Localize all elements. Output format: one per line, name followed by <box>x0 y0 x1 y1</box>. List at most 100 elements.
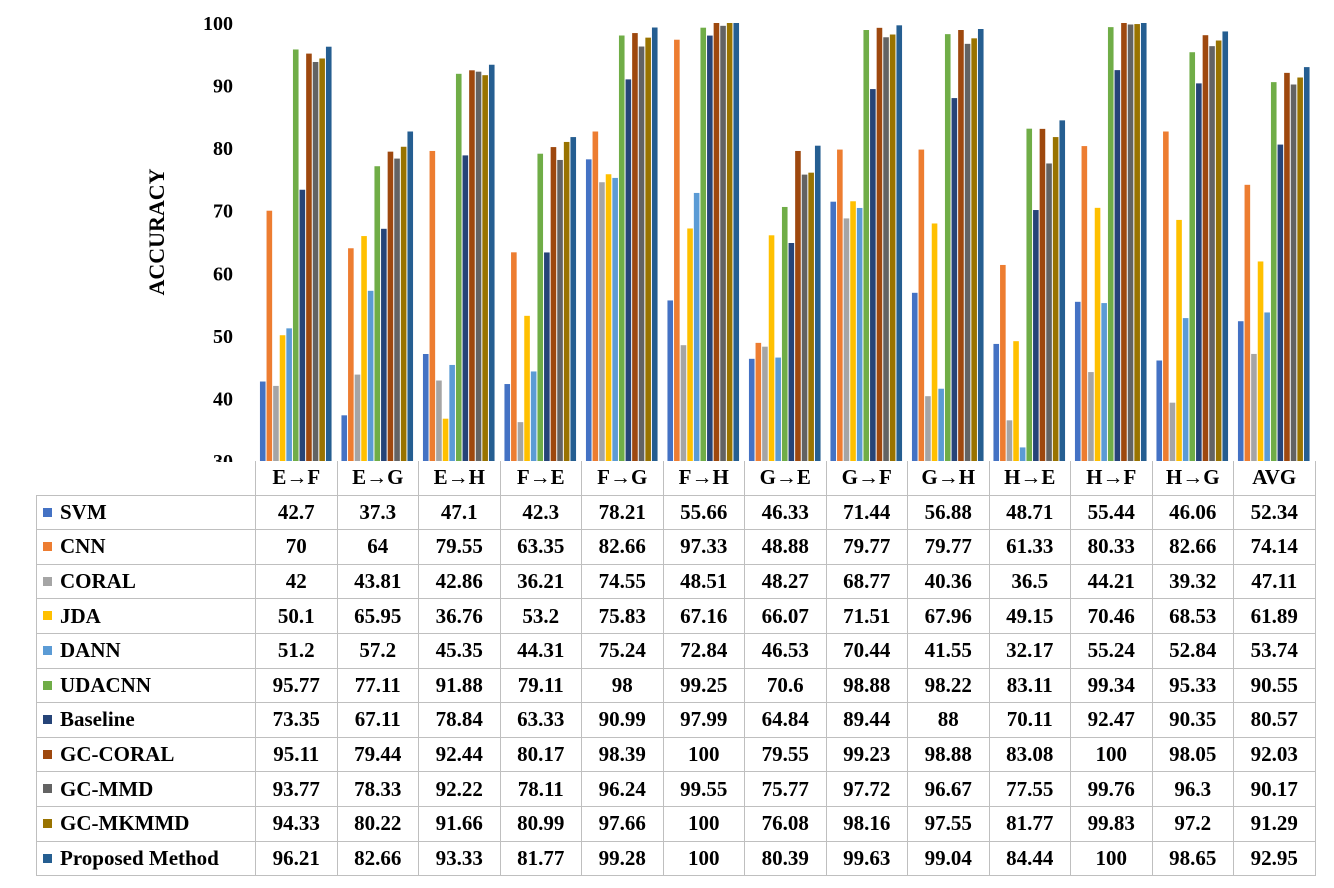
bar <box>1290 84 1297 461</box>
bar <box>585 159 592 461</box>
y-tick-label: 100 <box>203 13 233 35</box>
x-tick-label: G→F <box>825 461 908 496</box>
table-cell-value: 67.16 <box>662 598 745 634</box>
table-cell-value: 97.2 <box>1151 805 1234 842</box>
table-cell-value: 97.33 <box>662 529 745 565</box>
table-row: GC-MMD 93.77 78.33 92.22 78.11 96.24 99.55 75.7… <box>36 771 1316 807</box>
bar <box>814 145 821 461</box>
x-tick-label: E→H <box>418 461 501 496</box>
table-cell-value: 96.21 <box>255 840 338 877</box>
bar <box>455 73 462 461</box>
legend-entry: GC-CORAL <box>36 736 256 773</box>
bar <box>632 33 638 461</box>
bar <box>762 346 768 461</box>
bar <box>1081 146 1088 461</box>
bar <box>488 64 495 462</box>
table-cell-value: 47.11 <box>1233 563 1316 600</box>
bar <box>1059 120 1066 462</box>
legend-entry: CNN <box>36 529 256 565</box>
table-cell-value: 92.95 <box>1233 840 1316 877</box>
bar <box>1237 321 1244 461</box>
legend-label: CNN <box>60 534 106 559</box>
bar <box>755 342 762 461</box>
bar <box>394 158 400 461</box>
table-cell-value: 92.22 <box>418 771 501 807</box>
table-cell-value: 48.51 <box>662 563 745 600</box>
bar <box>674 39 680 462</box>
bar <box>259 381 266 461</box>
x-tick-label: F→H <box>662 461 745 496</box>
bar <box>1182 318 1189 461</box>
bar <box>1244 184 1251 461</box>
table-cell-value: 70 <box>255 529 338 565</box>
table-cell-value: 42.7 <box>255 494 338 531</box>
table-cell-value: 96.3 <box>1151 771 1234 807</box>
table-cell-value: 82.66 <box>581 529 664 565</box>
table-cell-value: 68.53 <box>1151 598 1234 634</box>
table-cell-value: 81.77 <box>988 805 1071 842</box>
table-cell-value: 53.74 <box>1233 632 1316 669</box>
table-cell-value: 77.11 <box>336 667 419 704</box>
chart-plot-area: ACCURACY 30 40 50 60 70 80 90 100 <box>144 13 1310 462</box>
table-cell-value: 67.11 <box>336 702 419 738</box>
bar <box>517 422 524 461</box>
y-tick-label: 30 <box>213 451 233 462</box>
bar <box>1303 67 1310 462</box>
bar <box>511 252 517 461</box>
table-cell-value: 75.77 <box>744 771 827 807</box>
table-cell-value: 53.2 <box>499 598 582 634</box>
table-cell-value: 96.67 <box>907 771 990 807</box>
bar <box>292 49 299 461</box>
table-cell-value: 57.2 <box>336 632 419 669</box>
bar <box>748 358 755 461</box>
bar <box>638 46 645 461</box>
bar <box>563 141 570 461</box>
table-cell-value: 63.35 <box>499 529 582 565</box>
bar <box>462 155 469 461</box>
table-cell-value: 45.35 <box>418 632 501 669</box>
table-cell-value: 68.77 <box>825 563 908 600</box>
bar <box>1019 447 1026 461</box>
bar <box>863 30 870 461</box>
table-cell-value: 80.22 <box>336 805 419 842</box>
bar <box>720 25 726 461</box>
bar <box>775 357 781 461</box>
table-row: SVM 42.7 37.3 47.1 42.3 78.21 55.66 46.33 71.44 5… <box>36 494 1316 531</box>
table-cell-value: 79.55 <box>418 529 501 565</box>
bar <box>429 150 436 461</box>
table-cell-value: 80.17 <box>499 736 582 773</box>
table-cell-value: 61.33 <box>988 529 1071 565</box>
bar <box>925 396 931 461</box>
bar <box>1277 144 1284 461</box>
bar <box>1163 131 1169 461</box>
bar <box>680 345 687 461</box>
table-cell-value: 61.89 <box>1233 598 1316 634</box>
bar <box>1297 77 1303 461</box>
table-cell-value: 43.81 <box>336 563 419 600</box>
table-cell-value: 80.57 <box>1233 702 1316 738</box>
bar <box>1033 210 1039 461</box>
legend-label: Baseline <box>60 707 135 732</box>
y-tick-label: 60 <box>213 263 233 285</box>
table-corner-cell <box>36 461 256 496</box>
table-cell-value: 74.14 <box>1233 529 1316 565</box>
bar <box>726 23 733 461</box>
bar <box>1156 360 1163 461</box>
bar <box>504 384 511 461</box>
legend-label: JDA <box>60 603 101 628</box>
table-cell-value: 100 <box>662 736 745 773</box>
x-tick-label: F→E <box>499 461 582 496</box>
legend-entry: GC-MMD <box>36 771 256 807</box>
bar <box>801 174 808 462</box>
legend-swatch <box>43 680 52 690</box>
bar <box>707 35 713 461</box>
table-cell-value: 55.66 <box>662 494 745 531</box>
table-cell-value: 70.44 <box>825 632 908 669</box>
table-cell-value: 71.51 <box>825 598 908 634</box>
table-cell-value: 91.88 <box>418 667 501 704</box>
table-cell-value: 96.24 <box>581 771 664 807</box>
table-cell-value: 63.33 <box>499 702 582 738</box>
bar <box>605 174 612 462</box>
x-tick-label: G→E <box>744 461 827 496</box>
table-cell-value: 90.35 <box>1151 702 1234 738</box>
